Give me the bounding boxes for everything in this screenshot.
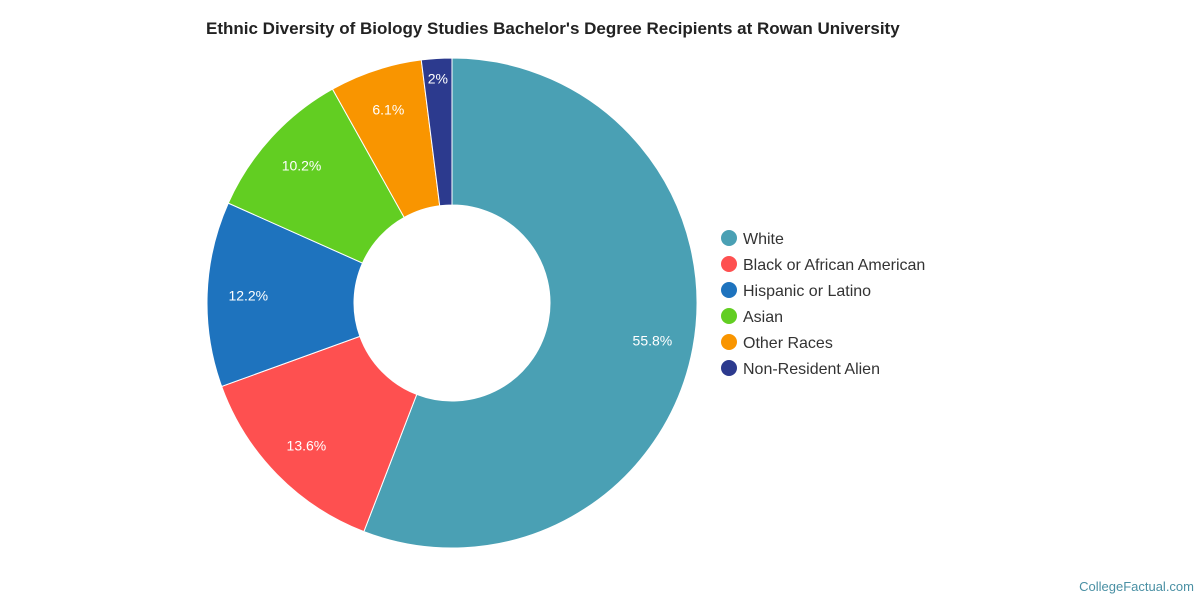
legend-marker-white [721, 230, 737, 246]
slice-labels-group: 55.8% 13.6% 12.2% 10.2% 6.1% 2% [228, 70, 672, 453]
slice-label-non-resident-alien: 2% [428, 70, 448, 86]
slice-hispanic-or-latino[interactable] [206, 202, 364, 388]
slice-label-black-or-african-american: 13.6% [287, 438, 327, 454]
legend: White Black or African American Hispanic o… [721, 230, 925, 378]
legend-item-asian[interactable]: Asian [721, 308, 783, 326]
legend-marker-hispanic-or-latino [721, 282, 737, 298]
slice-non-resident-alien[interactable] [420, 57, 453, 207]
legend-marker-other-races [721, 334, 737, 350]
slice-asian[interactable] [227, 88, 405, 264]
legend-label-other-races: Other Races [743, 335, 833, 352]
legend-marker-asian [721, 308, 737, 324]
legend-marker-non-resident-alien [721, 360, 737, 376]
slice-label-hispanic-or-latino: 12.2% [228, 288, 268, 304]
slices-group [206, 57, 698, 549]
legend-label-non-resident-alien: Non-Resident Alien [743, 361, 880, 378]
legend-label-black-or-african-american: Black or African American [743, 257, 925, 274]
slice-label-asian: 10.2% [282, 157, 322, 173]
legend-label-asian: Asian [743, 309, 783, 326]
slice-black-or-african-american[interactable] [221, 335, 418, 533]
legend-item-black-or-african-american[interactable]: Black or African American [721, 256, 925, 274]
legend-item-other-races[interactable]: Other Races [721, 334, 833, 352]
slice-white[interactable] [363, 57, 698, 549]
watermark-link[interactable]: CollegeFactual.com [1079, 579, 1194, 594]
slice-label-other-races: 6.1% [372, 101, 404, 117]
slice-label-white: 55.8% [633, 332, 673, 348]
legend-item-non-resident-alien[interactable]: Non-Resident Alien [721, 360, 880, 378]
legend-item-white[interactable]: White [721, 230, 784, 248]
legend-item-hispanic-or-latino[interactable]: Hispanic or Latino [721, 282, 871, 300]
legend-label-white: White [743, 231, 784, 248]
chart-title: Ethnic Diversity of Biology Studies Bach… [206, 19, 900, 38]
legend-marker-black-or-african-american [721, 256, 737, 272]
legend-label-hispanic-or-latino: Hispanic or Latino [743, 283, 871, 300]
